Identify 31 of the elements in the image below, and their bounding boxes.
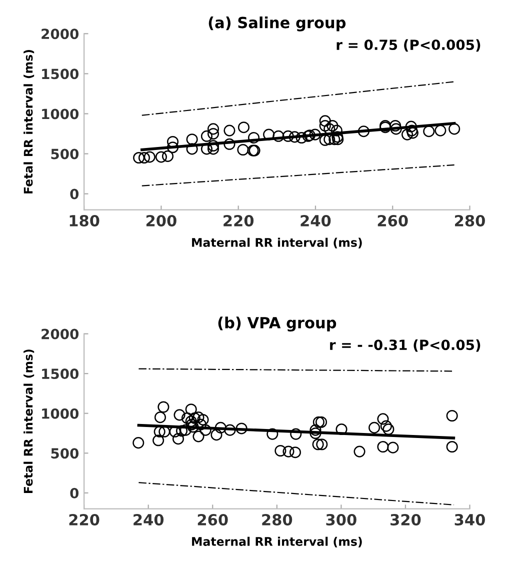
x-tick-label: 180: [70, 214, 100, 226]
y-tick-label: 500: [51, 148, 79, 160]
y-axis-title: Fetal RR interval (ms): [24, 350, 34, 493]
y-axis-title: Fetal RR interval (ms): [24, 50, 34, 194]
x-tick-label: 280: [455, 214, 485, 226]
x-tick-label: 280: [262, 514, 292, 526]
y-tick-label: 2000: [42, 328, 79, 340]
y-tick-label: 1000: [42, 408, 79, 419]
x-tick-label: 340: [454, 514, 485, 526]
x-tick-label: 320: [390, 514, 421, 526]
annotation: r = - -0.31 (P<0.05): [330, 339, 480, 352]
x-tick-label: 220: [69, 514, 100, 526]
annotation: r = 0.75 (P<0.005): [336, 39, 480, 52]
x-axis-title: Maternal RR interval (ms): [192, 536, 362, 548]
y-tick-label: 1500: [42, 368, 79, 380]
chart-title: (b) VPA group: [218, 316, 336, 332]
y-tick-label: 2000: [42, 28, 79, 40]
y-tick-label: 1500: [42, 68, 79, 80]
x-tick-label: 200: [146, 214, 176, 226]
x-tick-label: 260: [198, 514, 228, 526]
chart-title: (a) Saline group: [208, 16, 346, 32]
x-axis-title: Maternal RR interval (ms): [192, 238, 362, 248]
x-tick-label: 240: [300, 214, 331, 226]
x-tick-label: 300: [326, 514, 356, 526]
y-tick-label: 0: [70, 188, 79, 200]
x-tick-label: 220: [224, 214, 254, 226]
y-tick-label: 1000: [42, 108, 79, 120]
y-tick-label: 0: [70, 488, 79, 498]
x-tick-label: 260: [378, 214, 408, 226]
x-tick-label: 240: [134, 514, 164, 526]
y-tick-label: 500: [51, 448, 79, 459]
